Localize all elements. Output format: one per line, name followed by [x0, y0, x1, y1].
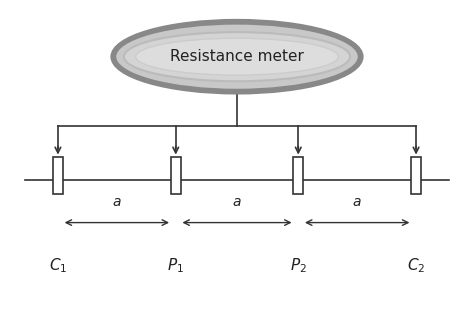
Text: $a$: $a$: [352, 195, 362, 209]
Text: $P_2$: $P_2$: [290, 256, 307, 275]
Ellipse shape: [136, 38, 338, 75]
Ellipse shape: [112, 20, 362, 93]
Text: $a$: $a$: [112, 195, 122, 209]
Ellipse shape: [124, 32, 350, 81]
Bar: [411, 157, 421, 194]
Text: $C_2$: $C_2$: [407, 256, 425, 275]
Text: Resistance meter: Resistance meter: [170, 49, 304, 64]
Ellipse shape: [115, 23, 359, 91]
Bar: [171, 157, 181, 194]
Text: $C_1$: $C_1$: [49, 256, 67, 275]
Bar: [53, 157, 63, 194]
Text: $a$: $a$: [232, 195, 242, 209]
Text: $P_1$: $P_1$: [167, 256, 184, 275]
Bar: [293, 157, 303, 194]
